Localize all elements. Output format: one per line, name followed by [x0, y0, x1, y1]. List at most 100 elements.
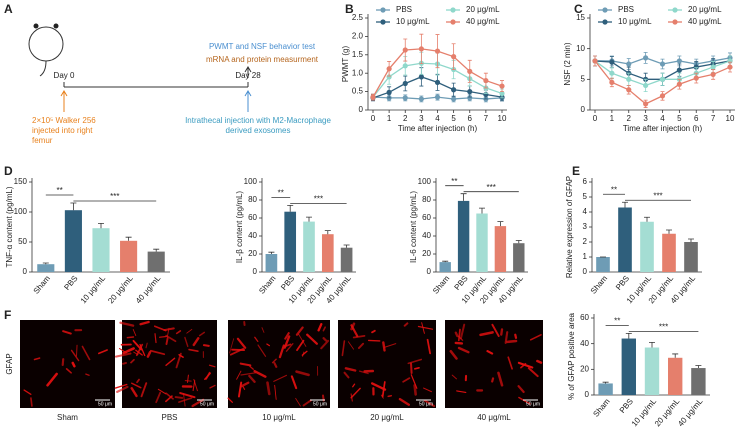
panel-label: C	[574, 2, 583, 16]
stain	[154, 333, 157, 344]
stain	[175, 330, 182, 335]
y-tick-label: 100	[244, 177, 258, 186]
stain	[343, 371, 350, 379]
point	[676, 67, 682, 73]
stain	[302, 351, 305, 357]
micrograph: 50 μm	[445, 320, 543, 408]
x-tick-label: 7	[484, 114, 489, 123]
error-bar	[287, 205, 294, 212]
x-tick-label: 5	[677, 114, 682, 123]
y-tick-label: 40	[248, 231, 257, 240]
stain	[504, 331, 509, 345]
y-axis-label: Relative expression of GFAP	[565, 176, 574, 278]
error-bar	[644, 216, 650, 222]
stain	[139, 320, 150, 326]
stain	[253, 369, 267, 378]
y-tick-label: 2.5	[352, 13, 364, 22]
micrograph-bg	[338, 320, 436, 408]
point	[418, 46, 424, 52]
x-tick-label: 20 μg/mL	[106, 273, 135, 305]
bar	[284, 211, 297, 272]
micrograph-label: PBS	[161, 413, 177, 422]
y-axis-label: NSF (2 min)	[563, 42, 572, 85]
stain	[410, 362, 413, 374]
y-tick-label: 20	[248, 249, 257, 258]
stain	[119, 321, 135, 327]
legend-swatch	[672, 7, 678, 13]
stain	[266, 381, 271, 396]
legend-label: 20 μg/mL	[688, 5, 722, 14]
point	[467, 68, 473, 74]
stain	[65, 368, 72, 374]
stain	[165, 357, 176, 367]
stain	[500, 328, 504, 336]
mouse-head	[28, 26, 64, 62]
point	[643, 55, 649, 61]
point	[626, 61, 632, 67]
stain	[350, 387, 361, 399]
step-text: femur	[32, 136, 53, 145]
stain	[402, 377, 411, 383]
legend-swatch	[672, 19, 678, 25]
error-bar	[306, 216, 312, 222]
y-tick-label: 0	[427, 267, 432, 276]
point	[402, 63, 408, 69]
stain	[71, 361, 76, 368]
stain	[61, 358, 65, 367]
x-tick-label: 4	[435, 114, 440, 123]
point	[609, 70, 615, 76]
stain	[153, 325, 167, 332]
stain	[358, 370, 369, 375]
stain	[198, 331, 206, 337]
stain	[274, 384, 277, 400]
stain	[273, 374, 287, 382]
x-axis-label: Time after injection (h)	[623, 124, 703, 133]
point	[451, 54, 457, 60]
y-axis-label: IL-β content (pg/mL)	[235, 191, 244, 264]
step-text: mRNA and protein measurment	[206, 55, 319, 64]
significance-label: ***	[487, 183, 496, 192]
bar	[147, 251, 165, 272]
significance-label: ***	[659, 323, 668, 332]
stain	[178, 397, 193, 403]
stain	[491, 323, 500, 337]
y-tick-label: 0	[359, 105, 364, 114]
bar	[618, 207, 632, 272]
stain	[298, 333, 307, 347]
stain	[414, 367, 420, 370]
scale-bar-label: 50 μm	[526, 401, 540, 407]
stain	[479, 331, 494, 337]
point	[386, 66, 392, 72]
error-bar	[343, 244, 350, 248]
bar	[120, 240, 138, 272]
stain	[239, 362, 252, 367]
point	[386, 74, 392, 80]
y-tick-label: 80	[248, 195, 257, 204]
stain	[165, 334, 177, 343]
stain	[410, 374, 418, 389]
stain	[306, 333, 318, 345]
bar	[92, 228, 110, 272]
significance-label: ***	[653, 191, 662, 200]
point	[643, 101, 649, 107]
stain	[317, 323, 323, 332]
point	[643, 82, 649, 89]
x-tick-label: 2	[403, 114, 408, 123]
stain	[517, 385, 525, 394]
significance-label: **	[614, 317, 620, 326]
stain	[132, 329, 137, 337]
stain	[295, 326, 304, 336]
schematic: Day 0 Day 28 PWMT and NSF behavior test …	[28, 23, 331, 145]
stain	[188, 348, 199, 353]
mouse-ear	[33, 23, 39, 29]
point	[676, 81, 682, 87]
micrograph: 50 μm	[227, 320, 330, 408]
significance-label: **	[278, 189, 284, 198]
point	[499, 83, 505, 89]
bar	[640, 221, 654, 272]
y-tick-label: 4	[583, 207, 588, 216]
stain	[236, 370, 242, 380]
stain	[165, 392, 174, 400]
stain	[175, 352, 182, 369]
